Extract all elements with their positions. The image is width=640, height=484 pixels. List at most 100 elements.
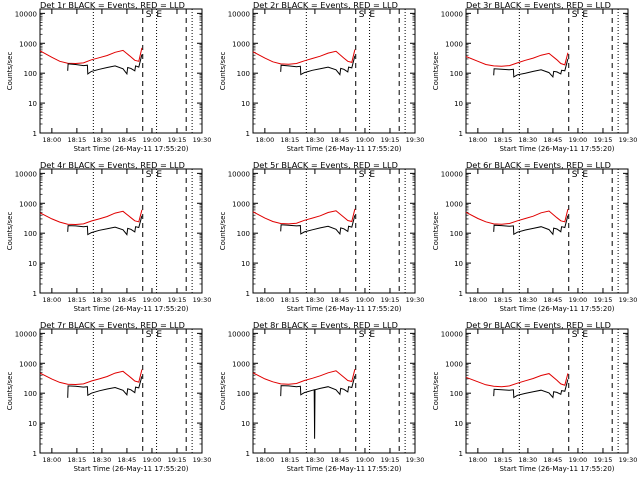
plot-frame xyxy=(252,8,416,134)
x-tick-label: 19:30 xyxy=(193,136,212,144)
x-tick-label: 19:30 xyxy=(406,296,425,304)
x-tick-label: 18:00 xyxy=(468,456,487,464)
x-tick-label: 18:30 xyxy=(93,296,112,304)
x-tick-label: 19:00 xyxy=(569,136,588,144)
x-tick-label: 18:45 xyxy=(544,456,563,464)
x-tick-label: 19:15 xyxy=(168,296,187,304)
y-tick-label: 100 xyxy=(237,70,250,78)
x-tick-label: 18:45 xyxy=(118,456,137,464)
series-lld-line xyxy=(39,209,143,226)
y-tick-label: 10000 xyxy=(15,170,37,178)
x-axis-label: Start Time (26-May-11 17:55:20) xyxy=(499,465,614,473)
x-tick-label: 19:30 xyxy=(406,456,425,464)
x-tick-label: 18:30 xyxy=(519,456,538,464)
x-tick-label: 19:00 xyxy=(569,296,588,304)
x-tick-label: 18:30 xyxy=(306,136,325,144)
y-tick-label: 1 xyxy=(33,130,37,138)
series-events-line xyxy=(493,215,569,236)
x-tick-label: 18:15 xyxy=(281,296,300,304)
y-tick-label: 100 xyxy=(24,390,37,398)
x-tick-label: 18:45 xyxy=(331,456,350,464)
panel-title: Det 6r BLACK = Events, RED = LLD xyxy=(466,160,611,170)
plot-frame xyxy=(465,328,629,454)
y-tick-label: 1000 xyxy=(232,360,250,368)
x-tick-label: 18:45 xyxy=(544,296,563,304)
marker-s: S xyxy=(572,170,578,180)
x-axis-label: Start Time (26-May-11 17:55:20) xyxy=(286,465,401,473)
y-axis-label: Counts/sec xyxy=(432,52,440,91)
y-tick-label: 10000 xyxy=(441,10,463,18)
x-tick-label: 19:30 xyxy=(619,136,638,144)
detector-panel-4: Det 4r BLACK = Events, RED = LLD 1 10 100 10… xyxy=(6,160,211,313)
x-tick-label: 18:00 xyxy=(42,136,61,144)
x-tick-label: 18:45 xyxy=(118,136,137,144)
plot-frame xyxy=(465,168,629,294)
y-tick-label: 10000 xyxy=(228,10,250,18)
x-tick-label: 19:00 xyxy=(143,136,162,144)
x-tick-label: 18:15 xyxy=(281,136,300,144)
x-tick-label: 19:30 xyxy=(193,456,212,464)
y-tick-label: 1000 xyxy=(19,200,37,208)
x-tick-label: 18:15 xyxy=(68,136,87,144)
panel-title: Det 2r BLACK = Events, RED = LLD xyxy=(253,0,398,10)
y-tick-label: 1 xyxy=(459,450,463,458)
x-tick-label: 18:00 xyxy=(255,136,274,144)
y-tick-label: 10 xyxy=(28,100,37,108)
marker-s: S xyxy=(146,170,152,180)
marker-s: S xyxy=(572,330,578,340)
x-tick-label: 18:30 xyxy=(306,456,325,464)
x-tick-label: 19:00 xyxy=(356,136,375,144)
y-tick-label: 1 xyxy=(246,450,250,458)
series-events-line xyxy=(280,215,356,236)
plot-frame xyxy=(39,168,203,294)
series-events-line xyxy=(67,215,143,236)
y-tick-label: 1000 xyxy=(19,360,37,368)
series-lld-line xyxy=(465,373,569,388)
series-events-line xyxy=(280,375,356,439)
y-tick-label: 100 xyxy=(450,70,463,78)
detector-panel-8: Det 8r BLACK = Events, RED = LLD 1 10 100 10… xyxy=(219,320,424,473)
y-axis-label: Counts/sec xyxy=(219,52,227,91)
detector-panel-2: Det 2r BLACK = Events, RED = LLD 1 10 100 10… xyxy=(219,0,424,153)
y-tick-label: 1 xyxy=(459,130,463,138)
x-axis-label: Start Time (26-May-11 17:55:20) xyxy=(499,305,614,313)
detector-panel-1: Det 1r BLACK = Events, RED = LLD 1 10 100 10… xyxy=(6,0,211,153)
x-tick-label: 18:30 xyxy=(519,136,538,144)
y-tick-label: 1000 xyxy=(232,200,250,208)
x-axis-label: Start Time (26-May-11 17:55:20) xyxy=(286,305,401,313)
x-tick-label: 19:00 xyxy=(143,456,162,464)
x-axis-label: Start Time (26-May-11 17:55:20) xyxy=(73,465,188,473)
y-axis-label: Counts/sec xyxy=(219,212,227,251)
x-tick-label: 18:30 xyxy=(93,136,112,144)
y-axis-label: Counts/sec xyxy=(6,212,14,251)
marker-s: S xyxy=(146,10,152,20)
x-tick-label: 18:00 xyxy=(42,456,61,464)
detector-panel-9: Det 9r BLACK = Events, RED = LLD 1 10 100 10… xyxy=(432,320,637,473)
series-lld-line xyxy=(252,368,356,385)
y-axis-label: Counts/sec xyxy=(219,372,227,411)
y-tick-label: 1000 xyxy=(445,200,463,208)
y-tick-label: 1 xyxy=(246,130,250,138)
plot-frame xyxy=(39,328,203,454)
x-tick-label: 19:15 xyxy=(594,456,613,464)
y-axis-label: Counts/sec xyxy=(6,52,14,91)
marker-e: E xyxy=(582,330,588,340)
y-tick-label: 100 xyxy=(237,390,250,398)
panel-title: Det 1r BLACK = Events, RED = LLD xyxy=(40,0,185,10)
x-axis-label: Start Time (26-May-11 17:55:20) xyxy=(286,145,401,153)
marker-e: E xyxy=(582,170,588,180)
y-tick-label: 10000 xyxy=(228,170,250,178)
panel-title: Det 4r BLACK = Events, RED = LLD xyxy=(40,160,185,170)
x-tick-label: 18:15 xyxy=(281,456,300,464)
series-lld-line xyxy=(465,52,569,67)
x-tick-label: 18:00 xyxy=(255,456,274,464)
series-events-line xyxy=(493,58,569,79)
series-events-line xyxy=(280,55,356,76)
y-tick-label: 1 xyxy=(33,290,37,298)
series-lld-line xyxy=(252,208,356,225)
y-tick-label: 10 xyxy=(28,420,37,428)
series-events-line xyxy=(67,376,143,398)
x-tick-label: 19:30 xyxy=(619,456,638,464)
y-tick-label: 1000 xyxy=(445,360,463,368)
